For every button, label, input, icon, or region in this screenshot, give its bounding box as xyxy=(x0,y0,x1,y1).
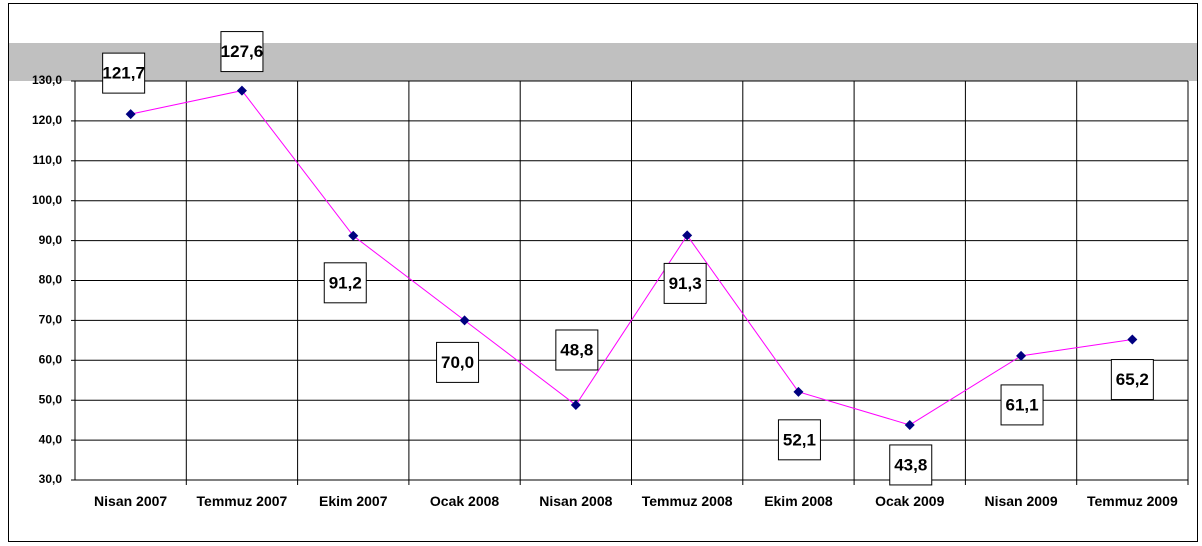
plot-band xyxy=(9,43,1197,81)
data-label: 70,0 xyxy=(441,353,474,372)
data-label: 48,8 xyxy=(560,340,593,359)
data-label-box xyxy=(220,31,264,73)
data-label-box xyxy=(436,341,480,383)
data-label-box xyxy=(555,329,599,371)
data-label: 91,3 xyxy=(669,274,702,293)
y-tick-label: 90,0 xyxy=(39,233,63,247)
data-label-box xyxy=(323,262,367,304)
y-tick-label: 40,0 xyxy=(39,432,63,446)
data-label: 121,7 xyxy=(102,64,145,83)
x-tick-label: Ekim 2007 xyxy=(319,493,388,509)
data-point xyxy=(904,419,915,430)
x-tick-label: Temmuz 2008 xyxy=(641,493,733,509)
y-tick-label: 110,0 xyxy=(33,153,63,167)
data-label: 65,2 xyxy=(1116,370,1149,389)
data-label-box xyxy=(889,444,933,486)
data-label-box xyxy=(663,262,707,304)
x-tick-label: Ocak 2009 xyxy=(875,493,945,509)
data-label: 52,1 xyxy=(783,430,816,449)
data-point xyxy=(1016,350,1027,361)
x-tick-label: Ekim 2008 xyxy=(764,493,833,509)
x-tick-label: Temmuz 2009 xyxy=(1086,493,1178,509)
x-tick-label: Nisan 2008 xyxy=(539,493,613,509)
data-label: 127,6 xyxy=(221,42,264,61)
y-tick-label: 70,0 xyxy=(39,313,63,327)
y-tick-label: 130,0 xyxy=(32,73,62,87)
data-label-box xyxy=(102,52,146,94)
x-tick-label: Ocak 2008 xyxy=(429,493,500,509)
data-point xyxy=(682,230,693,241)
data-point xyxy=(348,230,359,241)
data-point xyxy=(125,109,136,120)
data-label-box xyxy=(1110,359,1154,401)
data-point xyxy=(459,315,470,326)
y-tick-label: 50,0 xyxy=(39,392,63,406)
data-point xyxy=(570,399,581,410)
x-tick-label: Nisan 2007 xyxy=(94,493,168,509)
data-label: 61,1 xyxy=(1006,395,1039,414)
data-label-box xyxy=(777,419,821,461)
y-tick-label: 30,0 xyxy=(39,472,63,486)
series-line xyxy=(130,90,1133,426)
y-tick-label: 120,0 xyxy=(32,113,62,127)
chart-border xyxy=(8,3,1198,542)
y-tick-label: 100,0 xyxy=(32,193,62,207)
x-tick-label: Temmuz 2007 xyxy=(196,493,288,509)
data-point xyxy=(1127,334,1138,345)
x-tick-label: Nisan 2009 xyxy=(984,493,1058,509)
y-tick-label: 80,0 xyxy=(39,273,63,287)
data-point xyxy=(236,85,247,96)
y-tick-label: 60,0 xyxy=(39,352,63,366)
data-label-box xyxy=(1000,384,1044,426)
data-point xyxy=(793,386,804,397)
data-label: 91,2 xyxy=(329,273,362,292)
data-label: 43,8 xyxy=(894,455,927,474)
